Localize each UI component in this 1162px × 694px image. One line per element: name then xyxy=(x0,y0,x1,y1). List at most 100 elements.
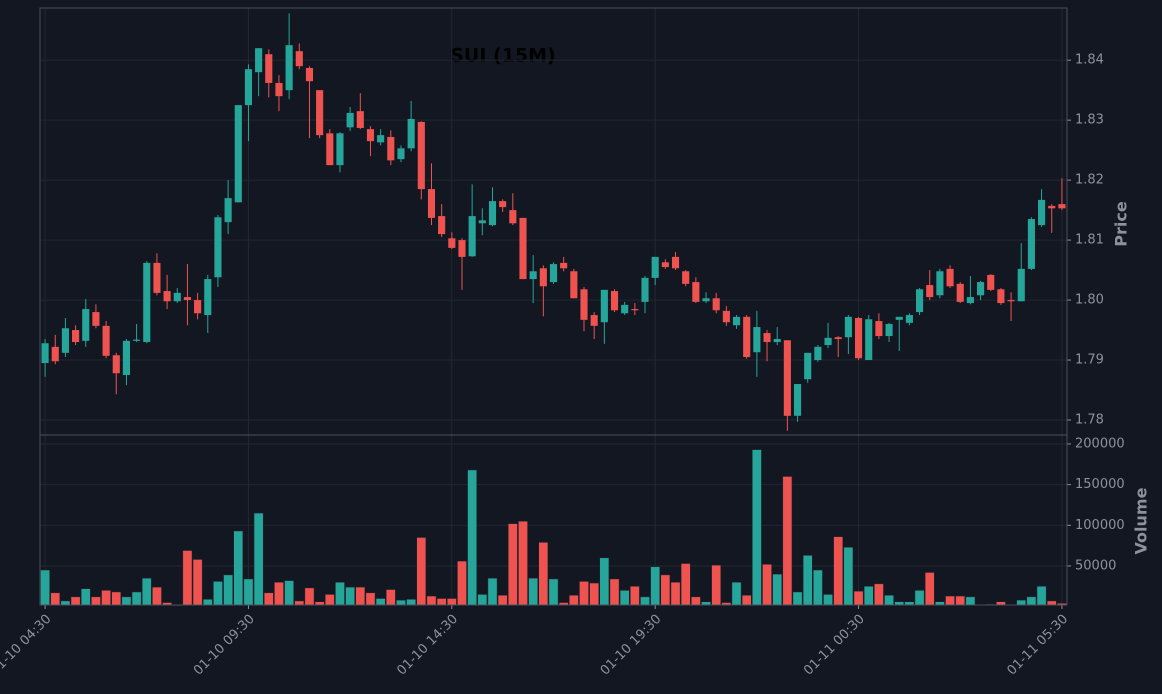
volume-bar xyxy=(508,523,518,606)
candle-body xyxy=(580,289,588,320)
volume-bar xyxy=(965,596,976,606)
volume-bar xyxy=(619,590,630,606)
volume-bar xyxy=(955,595,966,606)
candle-body xyxy=(916,289,924,313)
candle-body xyxy=(814,346,822,361)
volume-bar xyxy=(284,580,294,606)
volume-bar xyxy=(192,559,203,606)
y-tick-label: 1.79 xyxy=(1075,353,1104,368)
volume-bar xyxy=(274,581,284,606)
volume-bar xyxy=(528,577,538,606)
volume-bar xyxy=(1026,596,1037,606)
candle-body xyxy=(468,216,476,257)
volume-bar xyxy=(538,542,549,606)
volume-bar xyxy=(345,586,355,606)
candle-body xyxy=(224,198,232,223)
candle-body xyxy=(133,339,141,341)
volume-bar xyxy=(945,595,955,606)
candle-body xyxy=(82,309,90,341)
volume-bar xyxy=(630,586,640,606)
candle-body xyxy=(183,297,191,301)
volume-bar xyxy=(823,594,833,606)
volume-tick-label: 50000 xyxy=(1075,558,1116,573)
candle-body xyxy=(743,316,751,358)
volume-bar xyxy=(640,596,650,606)
volume-bar xyxy=(202,599,213,606)
volume-bar xyxy=(853,590,864,606)
volume-bar xyxy=(101,590,111,606)
candle-body xyxy=(122,340,130,376)
volume-bar xyxy=(843,546,854,606)
volume-tick-label: 200000 xyxy=(1075,436,1125,451)
candle-body xyxy=(387,136,395,161)
candle-body xyxy=(326,133,334,166)
candle-body xyxy=(1048,205,1056,209)
candle-body xyxy=(407,118,415,149)
volume-bar xyxy=(436,598,447,606)
candle-body xyxy=(173,292,181,302)
volume-bar xyxy=(741,594,752,606)
volume-bar xyxy=(396,599,406,606)
candle-body xyxy=(997,289,1005,304)
y-tick-label: 1.84 xyxy=(1075,53,1104,68)
volume-bar xyxy=(589,582,599,606)
candle-body xyxy=(590,315,598,326)
candle-body xyxy=(204,279,212,316)
volume-bar xyxy=(406,599,416,606)
candle-body xyxy=(519,217,527,280)
volume-bar xyxy=(711,564,722,606)
candle-body xyxy=(987,274,995,290)
candle-body xyxy=(834,337,842,340)
candle-body xyxy=(854,318,863,359)
volume-bar xyxy=(569,594,579,606)
candle-body xyxy=(570,271,578,299)
volume-bar xyxy=(914,590,925,606)
volume-tick-label: 150000 xyxy=(1075,477,1125,492)
candle-body xyxy=(804,352,812,380)
volume-bar xyxy=(782,476,793,606)
volume-bar xyxy=(91,596,101,606)
candle-body xyxy=(499,201,507,208)
candle-body xyxy=(234,105,242,203)
price-panel-frame xyxy=(39,7,1068,436)
volume-bar xyxy=(752,449,762,606)
candle-body xyxy=(305,67,314,82)
candle-body xyxy=(1027,219,1035,269)
candle-body xyxy=(631,309,639,311)
volume-bar xyxy=(223,574,233,606)
volume-bar xyxy=(691,596,701,606)
volume-axis-label: Volume xyxy=(1132,487,1151,554)
volume-bar xyxy=(355,586,366,606)
candle-body xyxy=(275,82,283,97)
candle-body xyxy=(153,262,161,293)
volume-bar xyxy=(233,530,244,606)
volume-bar xyxy=(294,600,305,606)
chart-title: SUI (15M) xyxy=(450,45,556,67)
candle-body xyxy=(865,319,873,361)
volume-bar xyxy=(152,586,162,606)
candle-body xyxy=(692,282,700,302)
candle-body xyxy=(366,129,375,142)
volume-bar xyxy=(792,591,803,606)
candle-body xyxy=(977,282,985,296)
candle-body xyxy=(163,291,171,302)
volume-bar xyxy=(924,572,935,606)
candle-body xyxy=(92,312,100,326)
volume-bar xyxy=(253,512,264,606)
volume-bar xyxy=(1046,600,1057,606)
candle-body xyxy=(529,271,537,280)
x-tick-label: 01-10 14:30 xyxy=(394,612,461,679)
volume-bar xyxy=(813,569,823,606)
volume-bar xyxy=(213,581,223,606)
candle-body xyxy=(732,316,741,326)
candle-body xyxy=(255,48,263,73)
volume-bar xyxy=(60,600,71,606)
volume-bar xyxy=(650,566,661,606)
candle-body xyxy=(336,133,344,166)
volume-bar xyxy=(426,595,437,606)
volume-bar xyxy=(467,469,477,606)
candle-body xyxy=(1058,204,1066,209)
volume-bar xyxy=(762,564,772,606)
candle-body xyxy=(661,262,669,268)
candle-body xyxy=(509,210,517,224)
